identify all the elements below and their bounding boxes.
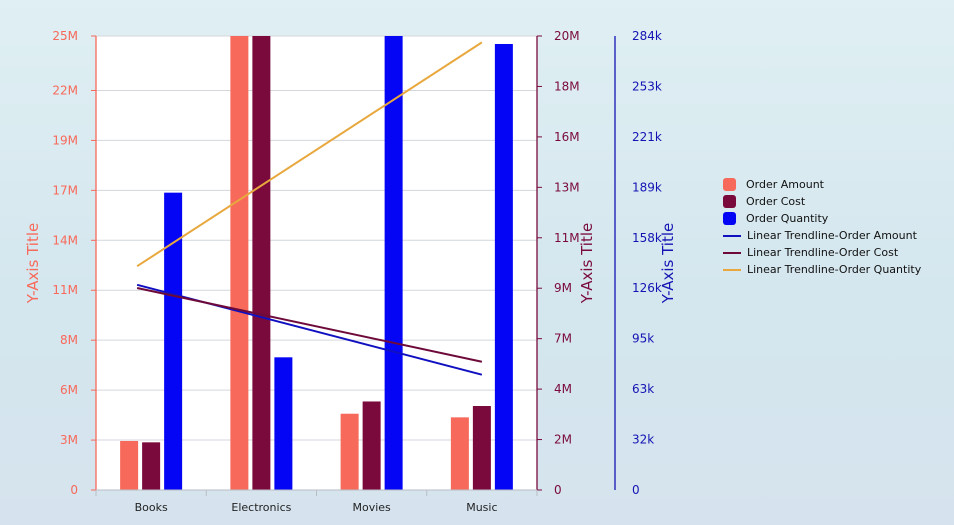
x-tick-label: Music bbox=[466, 501, 497, 514]
bar-order-quantity bbox=[274, 357, 293, 490]
trendline-linear-trendline-order-cost bbox=[136, 286, 483, 363]
legend-item[interactable]: Linear Trendline-Order Amount bbox=[723, 227, 921, 244]
x-axis: Books Electronics Movies Music bbox=[95, 489, 538, 514]
tick-label-y2: 4M bbox=[554, 382, 572, 396]
legend-item[interactable]: Order Quantity bbox=[723, 210, 921, 227]
bar-order-amount bbox=[450, 417, 469, 490]
legend-label: Order Cost bbox=[746, 195, 806, 208]
tick-label-y2: 9M bbox=[554, 281, 572, 295]
axes: 0 3M 6M 8M 11M 14M 17M 19M 22M 25M Y-Axis Title 0 2M… bbox=[24, 29, 677, 497]
legend-swatch bbox=[723, 178, 736, 191]
x-tick-label: Electronics bbox=[231, 501, 291, 514]
bar-order-quantity bbox=[494, 43, 513, 491]
tick-label-y3: 63k bbox=[632, 382, 654, 396]
tick-label-y1: 19M bbox=[52, 133, 78, 147]
tick-label-y3: 284k bbox=[632, 29, 662, 43]
tick-label-y3: 0 bbox=[632, 483, 640, 497]
trendline-linear-trendline-order-quantity bbox=[136, 41, 483, 268]
legend-label: Linear Trendline-Order Cost bbox=[747, 246, 899, 259]
legend-swatch bbox=[723, 234, 741, 237]
legend-item[interactable]: Order Amount bbox=[723, 176, 921, 193]
tick-label-y2: 2M bbox=[554, 433, 572, 447]
axis-title-y1: Y-Axis Title bbox=[24, 223, 42, 305]
tick-label-y1: 14M bbox=[52, 233, 78, 247]
tick-label-y2: 20M bbox=[554, 29, 580, 43]
legend-label: Order Amount bbox=[746, 178, 824, 191]
tick-label-y3: 158k bbox=[632, 231, 662, 245]
tick-label-y1: 22M bbox=[52, 83, 78, 97]
bar-order-amount bbox=[120, 440, 139, 490]
legend-item[interactable]: Order Cost bbox=[723, 193, 921, 210]
bar-order-cost bbox=[252, 36, 271, 490]
bar-order-quantity bbox=[384, 36, 403, 490]
legend-swatch bbox=[723, 212, 736, 225]
bar-order-cost bbox=[362, 401, 381, 490]
bar-order-cost bbox=[142, 442, 161, 490]
tick-label-y2: 18M bbox=[554, 79, 580, 93]
bar-order-amount bbox=[230, 36, 249, 490]
tick-label-y3: 126k bbox=[632, 281, 662, 295]
tick-label-y3: 189k bbox=[632, 180, 662, 194]
tick-label-y2: 7M bbox=[554, 332, 572, 346]
legend-swatch bbox=[723, 195, 736, 208]
bar-order-quantity bbox=[164, 192, 183, 490]
bar-order-amount bbox=[340, 413, 359, 490]
tick-label-y2: 13M bbox=[554, 180, 580, 194]
legend-label: Linear Trendline-Order Quantity bbox=[747, 263, 922, 276]
trendlines bbox=[136, 41, 483, 376]
x-tick-label: Movies bbox=[352, 501, 391, 514]
bars bbox=[120, 36, 513, 491]
x-tick-label: Books bbox=[135, 501, 168, 514]
tick-label-y3: 253k bbox=[632, 79, 662, 93]
tick-label-y1: 3M bbox=[60, 433, 78, 447]
tick-label-y3: 32k bbox=[632, 433, 654, 447]
axis-title-y2: Y-Axis Title bbox=[578, 223, 596, 305]
tick-label-y3: 95k bbox=[632, 332, 654, 346]
legend: Order Amount Order Cost Order Quantity Line… bbox=[723, 176, 921, 278]
plot-area bbox=[96, 36, 537, 490]
legend-item[interactable]: Linear Trendline-Order Cost bbox=[723, 244, 921, 261]
tick-label-y1: 17M bbox=[52, 183, 78, 197]
tick-label-y2: 16M bbox=[554, 130, 580, 144]
tick-label-y2: 11M bbox=[554, 231, 580, 245]
bar-order-cost bbox=[472, 406, 491, 490]
tick-label-y2: 0 bbox=[554, 483, 562, 497]
legend-item[interactable]: Linear Trendline-Order Quantity bbox=[723, 261, 921, 278]
legend-label: Linear Trendline-Order Amount bbox=[747, 229, 917, 242]
tick-label-y1: 11M bbox=[52, 283, 78, 297]
legend-label: Order Quantity bbox=[746, 212, 829, 225]
tick-label-y1: 0 bbox=[70, 483, 78, 497]
tick-label-y1: 6M bbox=[60, 383, 78, 397]
axis-title-y3: Y-Axis Title bbox=[659, 223, 677, 305]
legend-swatch bbox=[723, 268, 741, 271]
legend-swatch bbox=[723, 251, 741, 254]
tick-label-y3: 221k bbox=[632, 130, 662, 144]
tick-label-y1: 8M bbox=[60, 333, 78, 347]
tick-label-y1: 25M bbox=[52, 29, 78, 43]
